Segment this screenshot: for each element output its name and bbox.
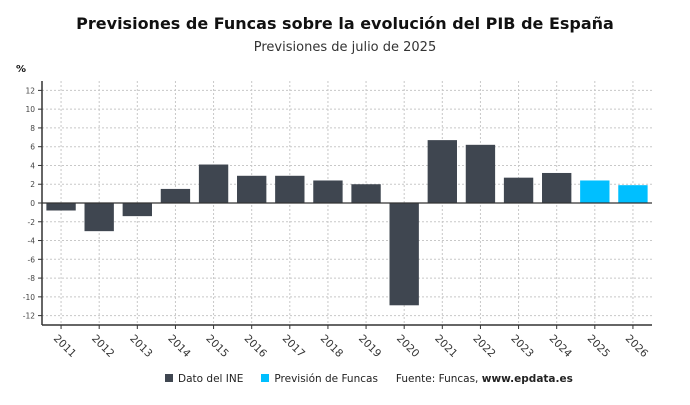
bar-2020 bbox=[389, 203, 419, 306]
x-tick-label: 2011 bbox=[51, 333, 78, 360]
x-tick-label: 2018 bbox=[318, 333, 345, 360]
x-tick-label: 2025 bbox=[585, 333, 612, 360]
x-tick-label: 2017 bbox=[280, 333, 307, 360]
legend-swatch-ine bbox=[165, 374, 173, 382]
source-label: Fuente: Funcas, bbox=[395, 373, 479, 385]
x-tick-label: 2016 bbox=[242, 333, 270, 361]
bar-2026 bbox=[618, 185, 648, 203]
x-tick-label: 2014 bbox=[165, 333, 193, 361]
x-tick-label: 2022 bbox=[470, 333, 497, 360]
x-tick-label: 2019 bbox=[356, 333, 383, 360]
y-tick-label: -10 bbox=[23, 293, 35, 302]
source: Fuente: Funcas, www.epdata.es bbox=[396, 373, 573, 385]
bar-2025 bbox=[580, 180, 610, 203]
y-tick-label: 4 bbox=[30, 161, 35, 170]
x-tick-label: 2012 bbox=[89, 333, 116, 360]
legend-item-ine: Dato del INE bbox=[165, 373, 243, 385]
chart-subtitle: Previsiones de julio de 2025 bbox=[253, 40, 437, 55]
y-tick-label: 12 bbox=[25, 86, 35, 95]
bar-2019 bbox=[351, 184, 381, 203]
x-tick-label: 2015 bbox=[203, 333, 230, 360]
x-tick-label: 2026 bbox=[623, 333, 651, 361]
chart-title: Previsiones de Funcas sobre la evolución… bbox=[76, 14, 614, 33]
bar-2023 bbox=[503, 177, 534, 203]
y-tick-label: 0 bbox=[30, 199, 35, 208]
bar-2011 bbox=[46, 203, 76, 211]
x-tick-label: 2024 bbox=[547, 333, 575, 361]
bar-2024 bbox=[542, 172, 572, 203]
bar-2021 bbox=[427, 140, 457, 203]
x-tick-label: 2023 bbox=[508, 333, 535, 360]
bar-2012 bbox=[84, 203, 114, 232]
y-tick-label: -4 bbox=[28, 237, 36, 246]
bar-2022 bbox=[465, 144, 496, 203]
x-tick-label: 2021 bbox=[432, 333, 459, 360]
source-link[interactable]: www.epdata.es bbox=[481, 373, 573, 385]
y-tick-label: 10 bbox=[25, 105, 35, 114]
bar-2013 bbox=[122, 203, 152, 217]
x-tick-label: 2020 bbox=[394, 333, 421, 360]
y-axis-unit: % bbox=[16, 64, 27, 75]
bar-2015 bbox=[198, 164, 229, 203]
bar-2014 bbox=[160, 188, 191, 203]
y-tick-label: 8 bbox=[30, 124, 35, 133]
y-tick-label: 6 bbox=[30, 143, 35, 152]
y-tick-label: -8 bbox=[28, 274, 36, 283]
legend-label-ine: Dato del INE bbox=[178, 373, 244, 385]
bar-2017 bbox=[275, 175, 305, 203]
bar-2016 bbox=[237, 175, 267, 203]
y-tick-label: -6 bbox=[28, 255, 36, 264]
bar-2018 bbox=[313, 180, 343, 203]
y-tick-label: -2 bbox=[28, 218, 36, 227]
legend-item-funcas: Previsión de Funcas bbox=[261, 373, 378, 385]
legend: Dato del INE Previsión de Funcas Fuente:… bbox=[165, 373, 573, 385]
y-tick-label: -12 bbox=[23, 312, 35, 321]
legend-swatch-funcas bbox=[261, 374, 270, 382]
y-tick-label: 2 bbox=[30, 180, 35, 189]
legend-label-funcas: Previsión de Funcas bbox=[274, 373, 378, 385]
x-tick-label: 2013 bbox=[127, 333, 154, 360]
